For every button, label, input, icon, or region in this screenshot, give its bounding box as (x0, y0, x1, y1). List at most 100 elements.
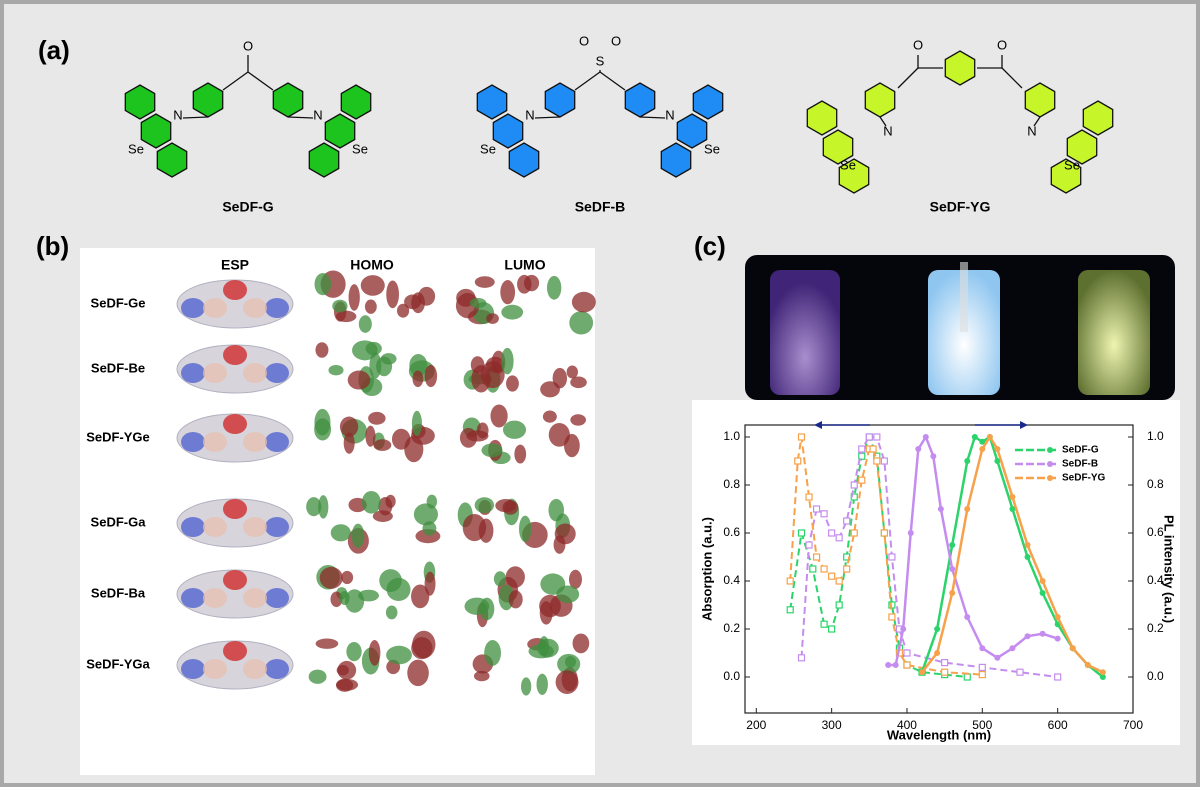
y2-tick-label: 0.4 (1147, 573, 1164, 587)
orbital-lobe (331, 524, 351, 541)
atom-label: Se (128, 141, 144, 156)
orbital-lobe (373, 439, 391, 451)
column-header: LUMO (504, 257, 545, 273)
orbital-lobe (500, 280, 515, 304)
point (893, 662, 899, 668)
point (799, 530, 805, 536)
vials (770, 262, 1150, 395)
esp-region (181, 363, 205, 383)
point (1055, 674, 1061, 680)
row-label: SeDF-Be (91, 360, 145, 375)
point (821, 621, 827, 627)
orbital-lobe (475, 497, 494, 513)
orbital-lobe (521, 677, 531, 695)
point (1055, 636, 1061, 642)
esp-region (181, 517, 205, 537)
orbital-lobe (425, 365, 437, 387)
orbital-lobe (501, 348, 514, 375)
x-axis-label: Wavelength (nm) (887, 727, 991, 742)
orbital-lobe (337, 665, 349, 675)
point (979, 446, 985, 452)
point (829, 530, 835, 536)
point (979, 664, 985, 670)
atom-label: S (596, 53, 605, 68)
point (806, 542, 812, 548)
orbital-lobe (570, 377, 587, 389)
esp-region (203, 659, 227, 679)
esp-region (243, 298, 267, 318)
point (851, 530, 857, 536)
point (949, 566, 955, 572)
structure-name: SeDF-YG (930, 199, 991, 215)
point (836, 578, 842, 584)
point (881, 530, 887, 536)
point (934, 626, 940, 632)
orbital-lobe (460, 428, 477, 448)
y2-tick-label: 1.0 (1147, 429, 1164, 443)
legend-label: SeDF-G (1062, 445, 1099, 456)
esp-region (265, 659, 289, 679)
atom-label: N (173, 107, 182, 122)
point (1055, 614, 1061, 620)
point (908, 530, 914, 536)
orbital-lobe (361, 275, 385, 296)
orbital-lobe (411, 637, 432, 659)
point (881, 458, 887, 464)
orbital-lobe (484, 640, 501, 666)
point (799, 655, 805, 661)
point (829, 626, 835, 632)
esp-region (265, 363, 289, 383)
orbital-lobe (344, 432, 355, 453)
point (851, 482, 857, 488)
esp-region (203, 588, 227, 608)
esp-region (223, 345, 247, 365)
point (904, 662, 910, 668)
orbital-lobe (386, 606, 398, 620)
point (874, 458, 880, 464)
orbital-lobe (536, 674, 547, 695)
atom-label: N (883, 123, 892, 138)
orbital-lobe (320, 567, 343, 589)
point (979, 672, 985, 678)
orbital-lobe (503, 421, 526, 439)
point (1025, 554, 1031, 560)
orbital-lobe (556, 585, 579, 603)
atom-label: O (611, 33, 621, 48)
point (821, 566, 827, 572)
orbital-lobe (386, 280, 399, 308)
point (787, 607, 793, 613)
orbital-lobe (519, 516, 531, 542)
point (994, 655, 1000, 661)
orbital-lobe (365, 426, 375, 447)
orbital-lobe (369, 640, 381, 666)
point (787, 578, 793, 584)
atom-label: Se (704, 141, 720, 156)
orbital-lobe (315, 342, 328, 357)
point (915, 446, 921, 452)
y2-axis-label: PL intensity (a.u.) (1162, 515, 1177, 623)
point (889, 614, 895, 620)
point (859, 477, 865, 483)
orbital-lobe (506, 375, 519, 391)
orbital-lobe (556, 670, 579, 694)
point (885, 662, 891, 668)
point (1040, 590, 1046, 596)
atom-label: N (313, 107, 322, 122)
orbital-lobe (362, 491, 381, 514)
orbital-lobe (474, 671, 490, 681)
point (938, 506, 944, 512)
y-tick-label: 0.0 (723, 669, 740, 683)
point (859, 446, 865, 452)
orbital-lobe (569, 311, 593, 334)
orbital-lobe (412, 411, 422, 436)
orbital-lobe (346, 642, 361, 661)
orbital-lobe (540, 381, 560, 397)
orbital-lobe (554, 535, 566, 553)
atom-label: Se (352, 141, 368, 156)
orbital-lobe (365, 299, 377, 313)
orbital-lobe (368, 412, 385, 425)
esp-region (243, 588, 267, 608)
point (1025, 542, 1031, 548)
esp-region (265, 517, 289, 537)
point (821, 511, 827, 517)
